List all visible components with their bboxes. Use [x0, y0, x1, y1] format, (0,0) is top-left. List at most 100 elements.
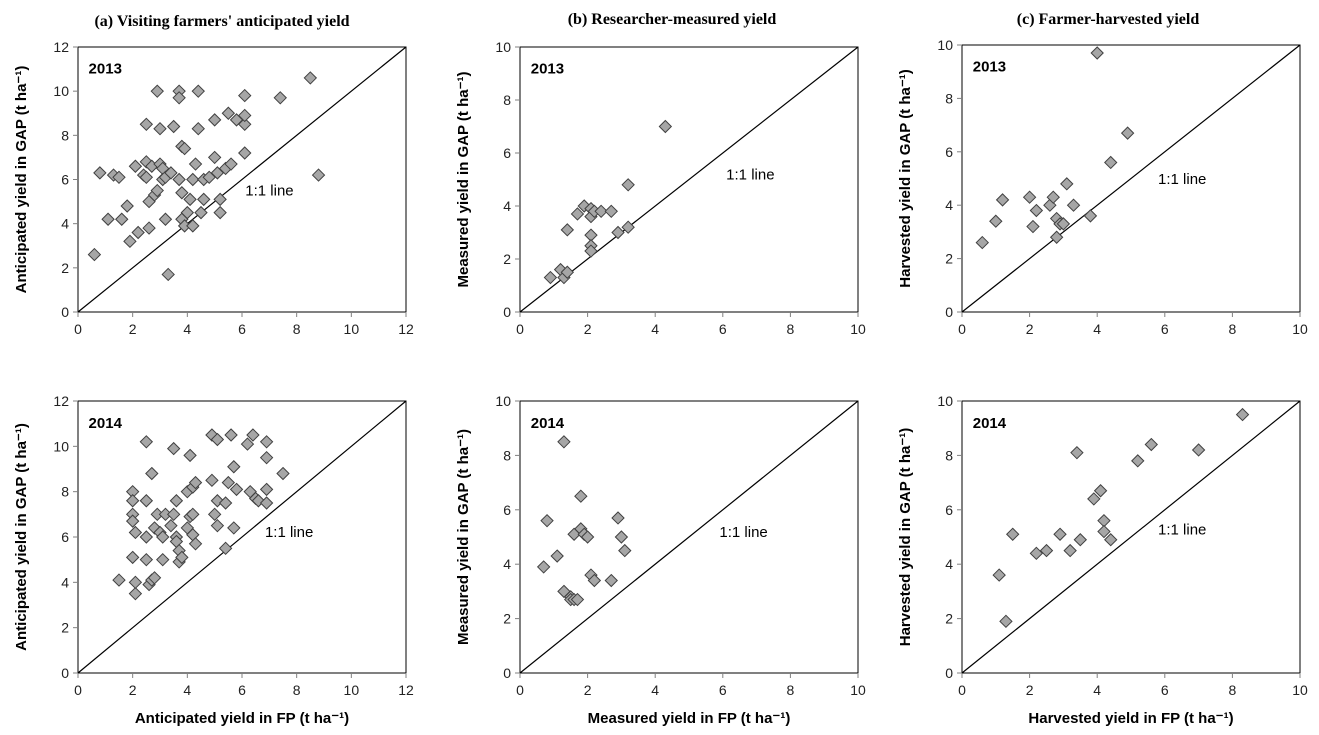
data-point: [161, 267, 175, 282]
data-point: [153, 122, 167, 136]
data-point: [1104, 155, 1118, 170]
data-point: [238, 117, 252, 131]
data-point: [125, 550, 140, 565]
data-point: [166, 119, 181, 134]
data-point: [975, 235, 989, 250]
year-label: 2014: [973, 415, 1007, 432]
x-tick-label: 6: [719, 321, 727, 337]
y-tick-label: 6: [503, 145, 511, 161]
data-point: [1073, 533, 1088, 547]
x-tick-label: 0: [74, 682, 82, 698]
y-tick-label: 8: [945, 447, 953, 463]
data-point: [164, 166, 178, 180]
y-tick-label: 0: [503, 665, 511, 681]
x-tick-label: 0: [74, 321, 82, 337]
x-tick-label: 10: [344, 321, 360, 337]
scatter-panel-5: 0 2 4 6 8 10 0 2 4 6 8 10 2014 1:1 line Measured yield…: [455, 393, 866, 727]
data-point: [570, 207, 585, 221]
data-point: [139, 170, 154, 184]
data-point: [150, 183, 164, 198]
data-point: [145, 466, 159, 481]
data-point: [1022, 190, 1037, 204]
data-point: [259, 496, 274, 510]
x-tick-label: 10: [850, 321, 866, 337]
data-point: [101, 212, 115, 226]
y-tick-label: 6: [945, 502, 953, 518]
data-point: [191, 122, 205, 136]
data-point: [621, 220, 635, 234]
x-tick-label: 4: [1093, 682, 1101, 698]
x-tick-label: 10: [850, 682, 866, 698]
x-tick-label: 4: [183, 682, 191, 698]
data-point: [276, 466, 290, 481]
data-point: [614, 530, 629, 544]
data-point: [139, 435, 154, 449]
data-point: [1144, 437, 1158, 452]
y-tick-label: 8: [61, 127, 69, 143]
data-point: [207, 507, 222, 522]
one-to-one-label: 1:1 line: [245, 182, 293, 199]
data-point: [1191, 443, 1206, 457]
data-point: [303, 71, 318, 85]
y-tick-label: 4: [61, 216, 69, 232]
data-point: [611, 511, 625, 525]
y-tick-label: 8: [945, 90, 953, 106]
data-point: [227, 460, 241, 474]
data-point: [177, 141, 192, 156]
x-tick-label: 0: [516, 321, 524, 337]
data-point: [128, 575, 143, 590]
data-point: [238, 108, 252, 123]
data-point: [311, 168, 326, 182]
x-tick-label: 4: [1093, 321, 1101, 337]
data-point: [112, 170, 126, 184]
x-tick-label: 8: [787, 682, 795, 698]
x-tick-label: 2: [1026, 321, 1034, 337]
x-tick-label: 2: [584, 682, 592, 698]
y-axis-title: Anticipated yield in GAP (t ha⁻¹): [13, 66, 30, 294]
data-point: [259, 435, 274, 449]
data-point: [123, 234, 137, 249]
data-point: [604, 573, 618, 588]
data-point: [1005, 527, 1020, 541]
data-point: [131, 225, 145, 240]
data-point: [1083, 209, 1098, 223]
x-tick-label: 4: [651, 682, 659, 698]
data-point: [611, 225, 625, 240]
data-point: [125, 514, 140, 528]
x-tick-label: 8: [293, 321, 301, 337]
data-point: [128, 586, 143, 601]
data-point: [180, 205, 195, 220]
data-point: [166, 507, 181, 522]
data-point: [1235, 407, 1250, 422]
y-tick-label: 0: [61, 665, 69, 681]
data-point: [1053, 527, 1067, 541]
data-point: [139, 494, 154, 508]
y-tick-label: 8: [503, 447, 511, 463]
y-tick-label: 8: [61, 484, 69, 500]
data-point: [139, 552, 154, 567]
y-tick-label: 2: [945, 611, 953, 627]
x-axis-title: Anticipated yield in FP (t ha⁻¹): [135, 710, 349, 727]
data-point: [1039, 543, 1054, 558]
x-tick-label: 4: [651, 321, 659, 337]
y-axis-title: Harvested yield in GAP (t ha⁻¹): [897, 428, 914, 647]
y-tick-label: 0: [945, 665, 953, 681]
one-to-one-label: 1:1 line: [1158, 521, 1206, 538]
data-point: [570, 592, 585, 607]
y-axis-title: Measured yield in GAP (t ha⁻¹): [455, 71, 472, 287]
one-to-one-line: [519, 46, 859, 313]
data-point: [587, 573, 602, 588]
data-point: [1090, 46, 1104, 60]
x-tick-label: 2: [1026, 682, 1034, 698]
data-point: [213, 192, 227, 207]
data-point: [224, 157, 238, 171]
y-tick-label: 6: [503, 502, 511, 518]
y-tick-label: 12: [53, 39, 69, 55]
data-point: [112, 573, 126, 587]
data-point: [989, 214, 1003, 228]
data-point: [128, 159, 143, 173]
one-to-one-line: [77, 46, 407, 313]
data-point: [1087, 492, 1101, 506]
x-tick-label: 6: [1161, 682, 1169, 698]
data-point: [999, 614, 1013, 629]
